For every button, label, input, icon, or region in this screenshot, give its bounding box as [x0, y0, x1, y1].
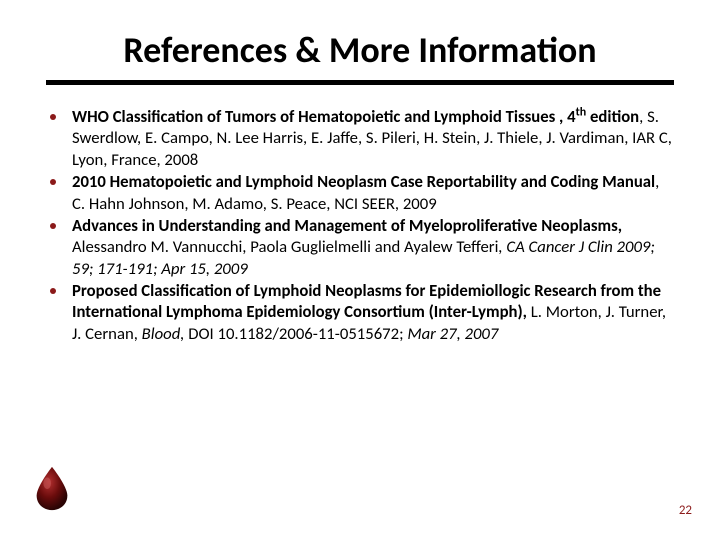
slide: References & More Information WHO Classi… [0, 0, 720, 540]
page-title: References & More Information [46, 28, 674, 72]
ref-sup: th [576, 105, 587, 119]
ref-bold: Advances in Understanding and Management… [72, 216, 622, 236]
ref-italic: Blood, [142, 324, 185, 344]
ref-italic: Mar 27, 2007 [407, 324, 498, 344]
page-number: 22 [679, 503, 692, 518]
horizontal-rule [46, 80, 674, 85]
reference-item: Proposed Classification of Lymphoid Neop… [46, 281, 674, 345]
ref-rest: Alessandro M. Vannucchi, Paola Guglielme… [72, 237, 498, 257]
ref-bold2: edition [586, 107, 639, 127]
reference-item: 2010 Hematopoietic and Lymphoid Neoplasm… [46, 172, 674, 215]
reference-list: WHO Classification of Tumors of Hematopo… [46, 107, 674, 345]
ref-rest: DOI 10.1182/2006-11-0515672; [184, 324, 407, 344]
ref-bold: 2010 Hematopoietic and Lymphoid Neoplasm… [72, 172, 655, 192]
blood-drop-icon [28, 464, 76, 512]
reference-item: Advances in Understanding and Management… [46, 216, 674, 280]
reference-item: WHO Classification of Tumors of Hematopo… [46, 107, 674, 171]
ref-bold: WHO Classification of Tumors of Hematopo… [72, 107, 576, 127]
